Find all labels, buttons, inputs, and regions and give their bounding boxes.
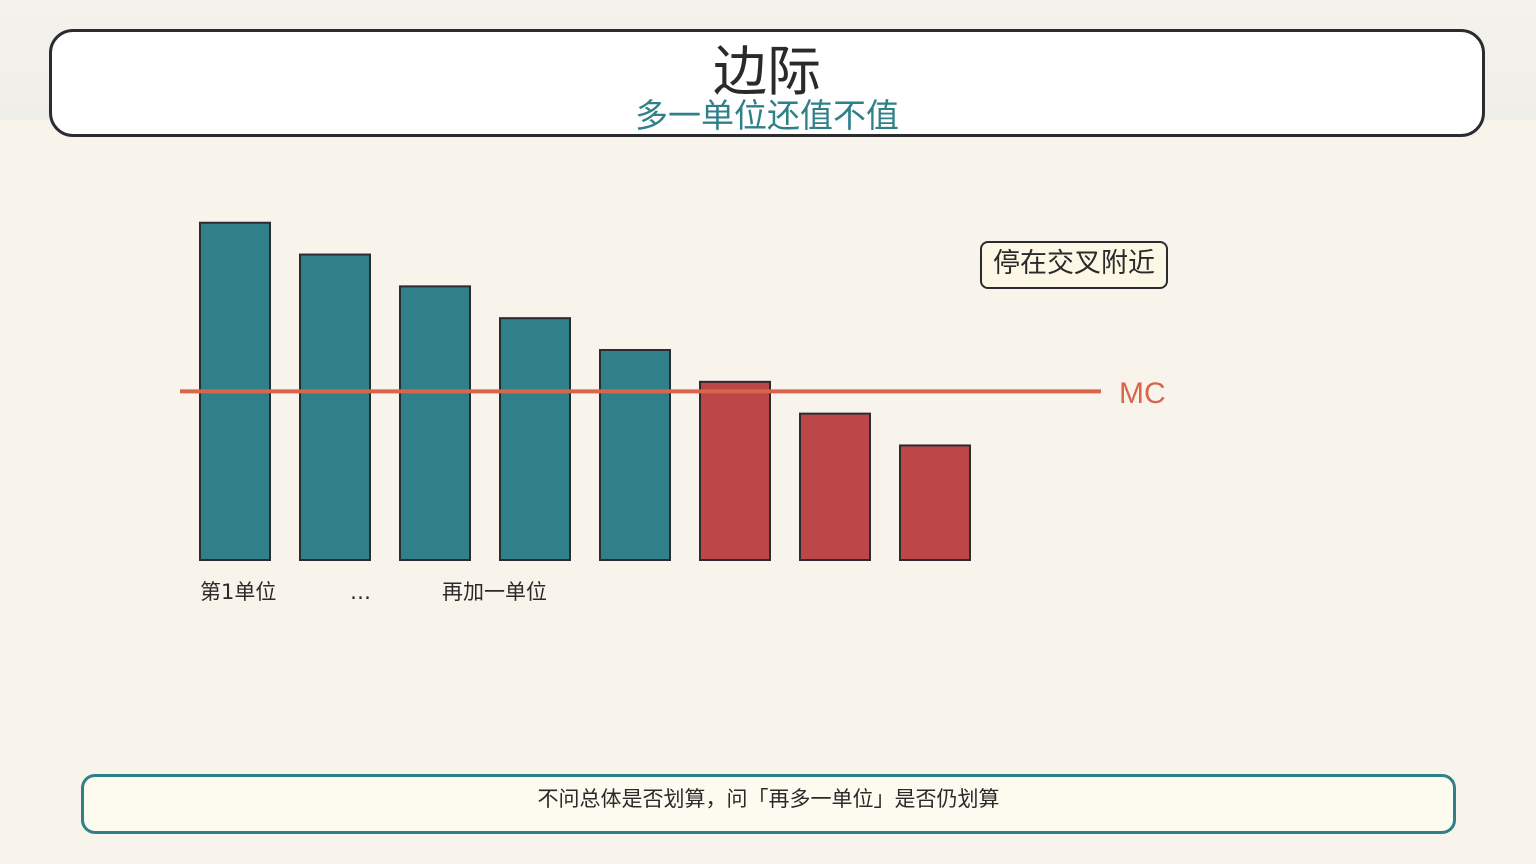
x-tick-label-ellipsis: … (350, 580, 371, 604)
bar-3 (399, 285, 471, 561)
bar-4 (499, 317, 571, 561)
bar-5 (599, 349, 671, 561)
x-tick-label-next: 再加一单位 (442, 580, 547, 604)
mc-line-label: MC (1119, 377, 1166, 410)
page-subtitle: 多一单位还值不值 (635, 96, 899, 135)
footer-note: 不问总体是否划算，问「再多一单位」是否仍划算 (81, 774, 1456, 834)
annotation-box: 停在交叉附近 (980, 241, 1168, 289)
bar-2 (299, 253, 371, 562)
bar-6 (699, 380, 771, 561)
bar-7 (799, 412, 871, 561)
title-card: 边际 多一单位还值不值 (49, 29, 1485, 137)
page-title: 边际 (713, 40, 821, 103)
x-tick-label-first: 第1单位 (200, 580, 277, 604)
bar-8 (899, 444, 971, 562)
